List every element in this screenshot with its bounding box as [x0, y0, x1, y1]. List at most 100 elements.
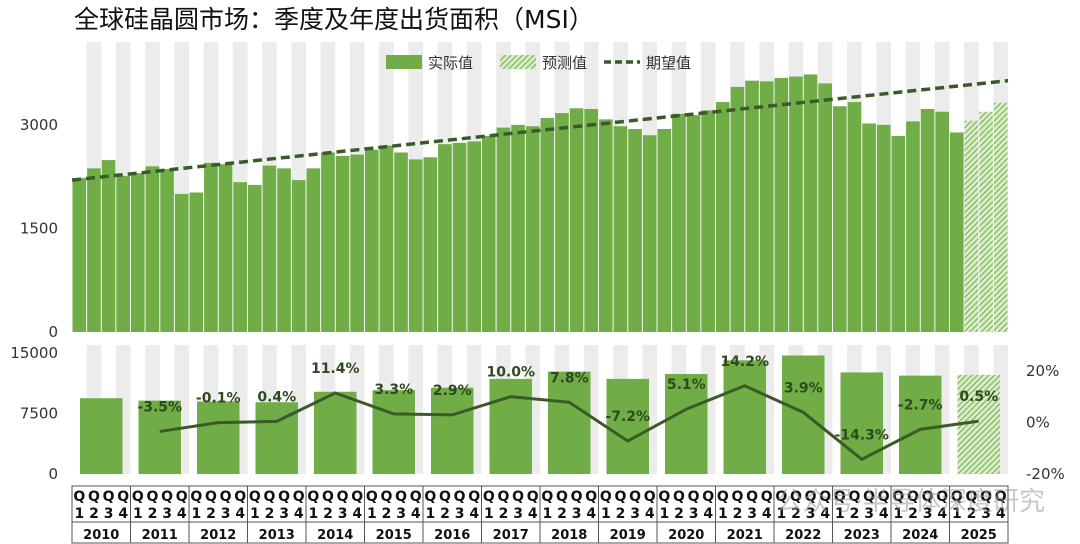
quarter-tick-letter: Q	[863, 489, 875, 505]
quarter-tick-letter: Q	[907, 489, 919, 505]
trend-line	[71, 78, 1009, 182]
quarter-tick-number: 4	[118, 506, 128, 522]
quarter-bar	[584, 108, 598, 332]
quarter-tick-letter: Q	[103, 489, 115, 505]
quarter-bar	[525, 126, 540, 332]
quarter-tick-number: 4	[586, 506, 596, 522]
quarter-tick-number: 2	[206, 506, 216, 522]
y-tick-label: 3000	[20, 116, 58, 134]
quarter-tick-letter: Q	[834, 489, 846, 505]
quarter-tick-number: 1	[425, 506, 435, 522]
quarter-bar	[569, 108, 584, 333]
quarter-bar	[394, 152, 408, 332]
growth-label: 3.9%	[784, 380, 823, 396]
quarter-tick-number: 4	[469, 506, 479, 522]
quarter-tick-letter: Q	[775, 489, 787, 505]
quarter-bar	[438, 144, 452, 332]
quarter-tick-number: 3	[747, 506, 757, 522]
quarter-bar	[87, 168, 101, 332]
year-tick-label: 2022	[785, 528, 821, 543]
annual-bar	[372, 390, 415, 474]
quarter-tick-number: 1	[250, 506, 260, 522]
quarter-bar	[218, 164, 233, 332]
quarter-tick-letter: Q	[190, 489, 202, 505]
growth-label: 0.4%	[257, 389, 296, 405]
quarter-tick-number: 4	[352, 506, 362, 522]
quarter-tick-letter: Q	[117, 489, 129, 505]
quarter-tick-number: 1	[659, 506, 669, 522]
quarter-tick-number: 2	[323, 506, 333, 522]
quarter-tick-letter: Q	[88, 489, 100, 505]
annual-bar	[314, 391, 357, 474]
legend-label-trend: 期望值	[646, 54, 691, 72]
quarter-tick-number: 1	[308, 506, 318, 522]
quarter-tick-letter: Q	[424, 489, 436, 505]
quarter-tick-letter: Q	[805, 489, 817, 505]
quarter-bar	[262, 165, 277, 332]
quarter-tick-number: 4	[411, 506, 421, 522]
y-tick-label-left: 7500	[20, 405, 58, 423]
quarter-bar	[613, 126, 628, 332]
quarter-tick-letter: Q	[995, 489, 1007, 505]
quarter-tick-number: 4	[820, 506, 830, 522]
quarter-tick-number: 1	[191, 506, 201, 522]
quarter-bar	[452, 142, 467, 332]
quarter-bar	[204, 162, 218, 332]
quarter-tick-number: 1	[367, 506, 377, 522]
quarter-bar	[759, 81, 774, 332]
forecast-quarter-bar	[979, 111, 993, 332]
quarter-tick-number: 3	[104, 506, 114, 522]
quarter-bar	[789, 76, 803, 333]
quarter-tick-number: 4	[645, 506, 655, 522]
quarter-tick-number: 4	[762, 506, 772, 522]
y-tick-label: 0	[48, 323, 58, 341]
quarter-tick-number: 4	[177, 506, 187, 522]
quarter-tick-letter: Q	[922, 489, 934, 505]
quarter-tick-letter: Q	[454, 489, 466, 505]
chart-title: 全球硅晶圆市场：季度及年度出货面积（MSI）	[74, 5, 594, 34]
quarter-tick-letter: Q	[658, 489, 670, 505]
quarter-bar	[496, 127, 511, 332]
quarter-bar	[642, 135, 657, 332]
quarter-tick-number: 4	[703, 506, 713, 522]
growth-label: 11.4%	[311, 361, 360, 377]
quarter-tick-letter: Q	[936, 489, 948, 505]
annual-bar	[782, 355, 825, 474]
quarter-bar	[716, 102, 730, 332]
quarter-tick-number: 2	[440, 506, 450, 522]
year-tick-label: 2025	[961, 528, 997, 543]
annual-bar	[665, 374, 708, 474]
quarter-bar	[291, 180, 306, 332]
quarter-bar	[131, 173, 145, 332]
quarter-bar	[379, 145, 394, 332]
annual-bar	[138, 400, 181, 474]
quarter-tick-number: 4	[235, 506, 245, 522]
quarter-bar	[174, 193, 189, 332]
year-tick-label: 2013	[259, 528, 295, 543]
quarter-tick-letter: Q	[380, 489, 392, 505]
quarter-tick-letter: Q	[761, 489, 773, 505]
quarter-bar	[862, 123, 876, 332]
quarter-bar	[730, 86, 745, 332]
quarter-tick-number: 1	[776, 506, 786, 522]
quarter-bar	[145, 166, 160, 332]
quarter-tick-number: 2	[557, 506, 567, 522]
quarter-tick-letter: Q	[220, 489, 232, 505]
legend-label-actual: 实际值	[428, 54, 473, 72]
quarter-bar	[833, 106, 847, 332]
growth-label: -0.1%	[196, 391, 241, 407]
quarter-tick-letter: Q	[673, 489, 685, 505]
quarter-tick-letter: Q	[585, 489, 597, 505]
growth-label: -3.5%	[137, 399, 182, 415]
quarter-tick-number: 3	[572, 506, 582, 522]
annual-bar	[840, 372, 883, 474]
quarter-tick-number: 3	[221, 506, 231, 522]
growth-label: 14.2%	[720, 354, 769, 370]
year-tick-label: 2014	[317, 528, 353, 543]
quarter-tick-letter: Q	[614, 489, 626, 505]
growth-label: 0.5%	[959, 389, 998, 405]
quarter-bar	[774, 77, 789, 333]
quarter-tick-letter: Q	[688, 489, 700, 505]
quarter-tick-letter: Q	[234, 489, 246, 505]
forecast-quarter-bar	[993, 102, 1008, 332]
